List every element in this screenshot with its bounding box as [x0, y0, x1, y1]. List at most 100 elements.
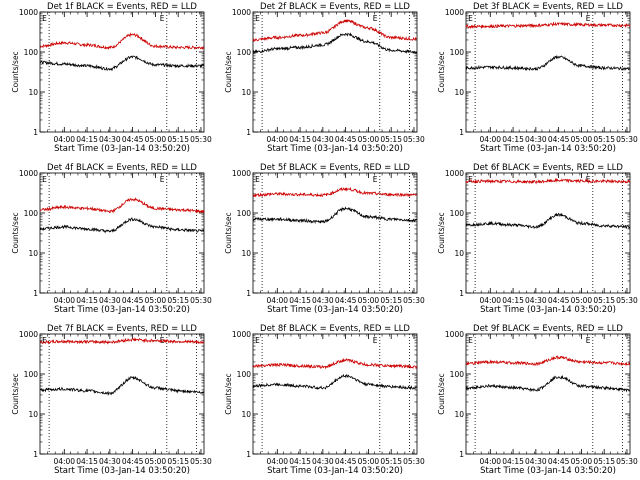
- plot-frame: [252, 11, 418, 133]
- lld-series-line: [465, 21, 631, 30]
- y-tick-label: 100: [237, 370, 252, 379]
- x-tick-label: 04:30: [525, 135, 547, 144]
- y-tick-label: 1000: [445, 169, 464, 178]
- x-tick-label: 04:45: [335, 457, 357, 466]
- y-tick-label: 1: [246, 128, 251, 137]
- x-tick-label: 05:00: [571, 457, 593, 466]
- panel-title: Det 7f BLACK = Events, RED = LLD: [47, 324, 197, 334]
- panel-title: Det 8f BLACK = Events, RED = LLD: [260, 324, 410, 334]
- y-tick-label: 1000: [232, 169, 251, 178]
- x-tick-label: 04:00: [479, 135, 501, 144]
- y-tick-label: 1: [459, 128, 464, 137]
- events-series-line: [465, 212, 631, 230]
- event-marker: E: [373, 14, 378, 23]
- event-marker: E: [586, 175, 591, 184]
- panel-title: Det 2f BLACK = Events, RED = LLD: [260, 2, 410, 12]
- x-tick-label: 05:00: [145, 296, 167, 305]
- y-tick-label: 10: [28, 249, 38, 258]
- x-tick-label: 05:15: [380, 135, 402, 144]
- panel-title: Det 9f BLACK = Events, RED = LLD: [473, 324, 623, 334]
- y-axis-label: Counts/sec: [224, 373, 233, 414]
- y-tick-label: 1000: [445, 8, 464, 17]
- x-tick-label: 05:30: [616, 296, 638, 305]
- x-tick-label: 04:30: [99, 296, 121, 305]
- y-tick-label: 10: [454, 410, 464, 419]
- x-axis-label: Start Time (03-Jan-14 03:50:20): [480, 144, 616, 154]
- lld-series-line: [39, 32, 204, 51]
- x-tick-label: 04:15: [502, 135, 524, 144]
- events-series-line: [252, 206, 418, 225]
- y-tick-label: 10: [28, 88, 38, 97]
- y-tick-label: 100: [237, 209, 252, 218]
- event-marker: E: [586, 14, 591, 23]
- x-tick-label: 05:30: [616, 135, 638, 144]
- panel-title: Det 5f BLACK = Events, RED = LLD: [260, 163, 410, 173]
- x-tick-label: 05:30: [403, 457, 425, 466]
- x-tick-label: 05:15: [167, 296, 189, 305]
- x-tick-label: 04:15: [502, 457, 524, 466]
- x-tick-label: 04:45: [122, 296, 144, 305]
- detector-panel: Det 2f BLACK = Events, RED = LLD 1 10 100 10…: [224, 2, 425, 154]
- events-series-line: [465, 374, 631, 393]
- x-tick-label: 04:30: [312, 457, 334, 466]
- y-tick-label: 1: [459, 450, 464, 459]
- x-tick-label: 05:15: [593, 135, 615, 144]
- events-series-line: [39, 55, 205, 72]
- plot-frame: [252, 333, 418, 455]
- x-axis-label: Start Time (03-Jan-14 03:50:20): [54, 144, 190, 154]
- x-tick-label: 05:15: [380, 457, 402, 466]
- x-tick-label: 05:00: [358, 135, 380, 144]
- y-axis-label: Counts/sec: [11, 373, 20, 414]
- x-tick-label: 04:30: [99, 457, 121, 466]
- x-tick-label: 04:00: [53, 457, 75, 466]
- x-tick-label: 05:00: [358, 296, 380, 305]
- x-tick-label: 04:45: [548, 457, 570, 466]
- x-tick-label: 05:30: [190, 457, 212, 466]
- detector-panel: Det 6f BLACK = Events, RED = LLD 1 10 100 10…: [437, 163, 638, 315]
- y-axis-label: Counts/sec: [11, 51, 20, 92]
- y-tick-label: 100: [24, 370, 39, 379]
- x-tick-label: 04:15: [76, 457, 98, 466]
- y-tick-label: 100: [24, 48, 39, 57]
- y-axis-label: Counts/sec: [11, 212, 20, 253]
- x-tick-label: 05:15: [593, 296, 615, 305]
- y-tick-label: 10: [454, 88, 464, 97]
- event-marker: E: [160, 14, 165, 23]
- event-marker: E: [586, 336, 591, 345]
- plot-frame: [39, 172, 205, 294]
- lld-series-line: [39, 337, 205, 345]
- panel-title: Det 6f BLACK = Events, RED = LLD: [473, 163, 623, 173]
- event-marker: E: [468, 14, 473, 23]
- lld-series-line: [252, 357, 417, 370]
- detector-panel: Det 4f BLACK = Events, RED = LLD 1 10 100 10…: [11, 163, 212, 315]
- events-series-line: [39, 375, 205, 396]
- event-marker: E: [255, 14, 260, 23]
- x-axis-label: Start Time (03-Jan-14 03:50:20): [480, 305, 616, 315]
- event-marker: E: [255, 336, 260, 345]
- lld-series-line: [252, 186, 418, 198]
- x-tick-label: 05:15: [167, 135, 189, 144]
- y-tick-label: 1: [246, 450, 251, 459]
- y-axis-label: Counts/sec: [437, 373, 446, 414]
- plot-frame: [465, 333, 631, 455]
- y-tick-label: 1000: [19, 330, 38, 339]
- x-tick-label: 04:15: [502, 296, 524, 305]
- detector-panel: Det 3f BLACK = Events, RED = LLD 1 10 100 10…: [437, 2, 638, 154]
- x-axis-label: Start Time (03-Jan-14 03:50:20): [267, 305, 403, 315]
- x-tick-label: 04:45: [335, 296, 357, 305]
- x-tick-label: 04:45: [122, 457, 144, 466]
- x-tick-label: 04:15: [289, 296, 311, 305]
- y-tick-label: 1000: [445, 330, 464, 339]
- event-marker: E: [373, 336, 378, 345]
- event-marker: E: [160, 175, 165, 184]
- x-tick-label: 04:15: [289, 135, 311, 144]
- x-tick-label: 04:45: [335, 135, 357, 144]
- y-tick-label: 100: [237, 48, 252, 57]
- x-tick-label: 05:30: [403, 296, 425, 305]
- x-tick-label: 04:30: [525, 296, 547, 305]
- x-tick-label: 04:00: [53, 135, 75, 144]
- x-tick-label: 05:00: [571, 296, 593, 305]
- x-tick-label: 05:30: [403, 135, 425, 144]
- x-tick-label: 05:30: [616, 457, 638, 466]
- x-tick-label: 04:00: [266, 135, 288, 144]
